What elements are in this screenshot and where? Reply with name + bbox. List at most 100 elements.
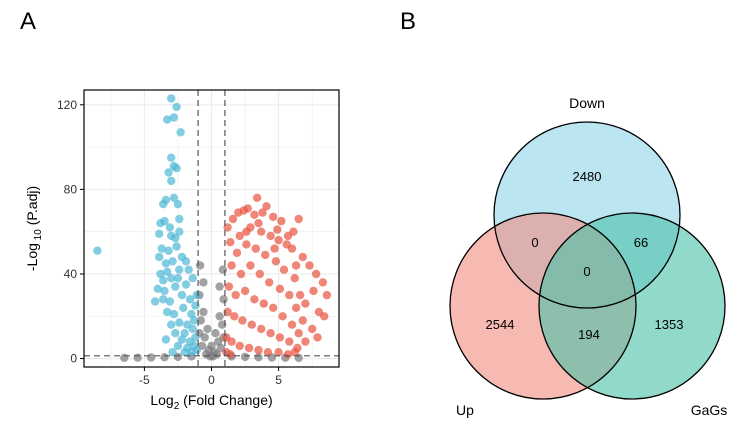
data-point-up [287, 244, 297, 253]
data-point-down [169, 113, 179, 122]
data-point-up [227, 261, 236, 270]
y-tick-label: 0 [70, 352, 77, 366]
data-point-down [180, 348, 189, 357]
venn-count-up-only: 2544 [486, 317, 515, 332]
data-point-up [320, 312, 329, 321]
data-point-up [250, 210, 259, 219]
venn-set-gags [539, 213, 725, 399]
data-point-down [171, 282, 180, 291]
data-point-down [164, 168, 173, 177]
data-points [93, 94, 332, 363]
data-point-up [289, 227, 298, 236]
data-point-down [188, 274, 197, 283]
data-point-up [235, 231, 244, 241]
data-point-down [173, 341, 183, 351]
data-point-down [181, 257, 191, 266]
data-point-down [167, 320, 176, 329]
data-point-up [242, 240, 251, 249]
data-point-up [309, 286, 318, 296]
data-point-ns [240, 352, 250, 362]
data-point-down [153, 284, 162, 293]
data-point-down [163, 115, 172, 124]
data-point-down [176, 128, 185, 137]
y-tick-label: 120 [57, 98, 77, 112]
data-point-up [271, 257, 281, 266]
data-point-up [243, 204, 252, 213]
data-point-ns [211, 329, 220, 338]
data-point-up [301, 299, 310, 308]
data-point-up [257, 227, 266, 236]
data-point-down [159, 295, 168, 304]
data-point-down [171, 233, 180, 243]
data-point-up [287, 320, 297, 329]
data-point-ns [120, 353, 129, 363]
data-point-up [238, 316, 247, 325]
x-tick-label: -5 [139, 373, 150, 387]
data-point-down [163, 267, 172, 276]
venn-set-label-up: Up [456, 402, 474, 418]
data-point-down [168, 257, 177, 266]
data-point-ns [196, 316, 205, 325]
data-point-up [322, 290, 332, 300]
data-point-up [247, 320, 256, 329]
data-point-ns [146, 353, 156, 362]
data-point-up [246, 261, 255, 270]
data-point-down [163, 307, 172, 317]
data-point-up [278, 312, 287, 321]
data-point-up [274, 348, 283, 357]
panel-b-label: B [400, 8, 417, 35]
data-point-down [172, 242, 181, 251]
data-point-down [185, 295, 195, 304]
data-point-ns [254, 353, 263, 362]
data-point-up [257, 324, 266, 334]
data-point-up [308, 324, 317, 334]
data-point-down [156, 269, 165, 279]
axis-ticks: -5 0 5 0 40 80 120 [57, 98, 282, 387]
threshold-lines [84, 90, 339, 367]
data-point-up [250, 295, 259, 304]
data-point-up [312, 269, 321, 279]
data-point-ns [215, 282, 224, 291]
data-point-up [254, 345, 263, 355]
data-point-down [156, 219, 165, 228]
data-point-down [179, 303, 188, 312]
data-point-down [172, 102, 181, 112]
data-point-down [187, 348, 196, 357]
data-point-up [283, 350, 293, 359]
data-point-down [188, 324, 197, 334]
venn-outline-gags [538, 212, 726, 400]
data-point-up [230, 312, 239, 321]
volcano-plot: -5 0 5 0 40 80 120 Log2 (Fold Change) -Log 10 … [24, 89, 340, 412]
venn-count-gags-only: 1353 [655, 317, 684, 332]
data-point-up [224, 282, 234, 291]
data-point-up [290, 274, 299, 283]
data-point-up [313, 333, 322, 342]
data-point-down [189, 316, 199, 325]
data-point-up [262, 202, 271, 211]
data-point-ns [160, 353, 169, 362]
y-tick-label: 80 [64, 182, 78, 196]
data-point-up [228, 214, 238, 224]
data-point-up [226, 350, 235, 359]
data-point-up [298, 252, 307, 262]
data-point-up [263, 348, 273, 357]
data-point-down [168, 348, 177, 357]
venn-set-label-down: Down [569, 95, 605, 111]
data-point-down [150, 297, 160, 306]
data-point-up [226, 238, 235, 247]
data-point-down [161, 259, 171, 268]
venn-diagram: Down Up GaGs 2480 0 66 0 2544 194 1353 [449, 95, 728, 418]
data-point-down [159, 200, 168, 209]
data-point-up [252, 193, 262, 202]
data-point-down [161, 335, 171, 344]
data-point-down [159, 276, 168, 285]
venn-set-label-gags: GaGs [691, 402, 728, 418]
data-point-down [169, 309, 179, 319]
data-point-up [275, 284, 285, 293]
data-point-up [294, 214, 303, 224]
data-point-down [172, 164, 181, 173]
data-point-down [173, 274, 183, 283]
data-point-down [175, 265, 184, 274]
venn-outline-up [449, 212, 637, 400]
